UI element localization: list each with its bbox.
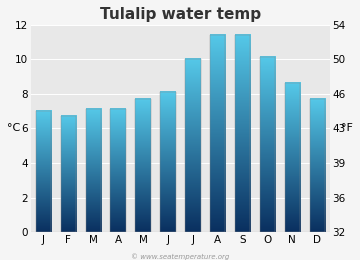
Bar <box>185 59 201 232</box>
Bar <box>310 99 325 232</box>
Bar <box>135 99 151 232</box>
Bar <box>160 92 176 232</box>
Bar <box>36 111 51 232</box>
Y-axis label: °F: °F <box>341 124 353 133</box>
Bar <box>86 109 101 232</box>
Bar <box>285 83 300 232</box>
Y-axis label: °C: °C <box>7 124 20 133</box>
Bar <box>210 35 225 232</box>
Title: Tulalip water temp: Tulalip water temp <box>100 7 261 22</box>
Bar <box>260 57 275 232</box>
Bar <box>60 116 76 232</box>
Bar <box>235 35 250 232</box>
Bar <box>111 109 126 232</box>
Text: © www.seatemperature.org: © www.seatemperature.org <box>131 253 229 260</box>
